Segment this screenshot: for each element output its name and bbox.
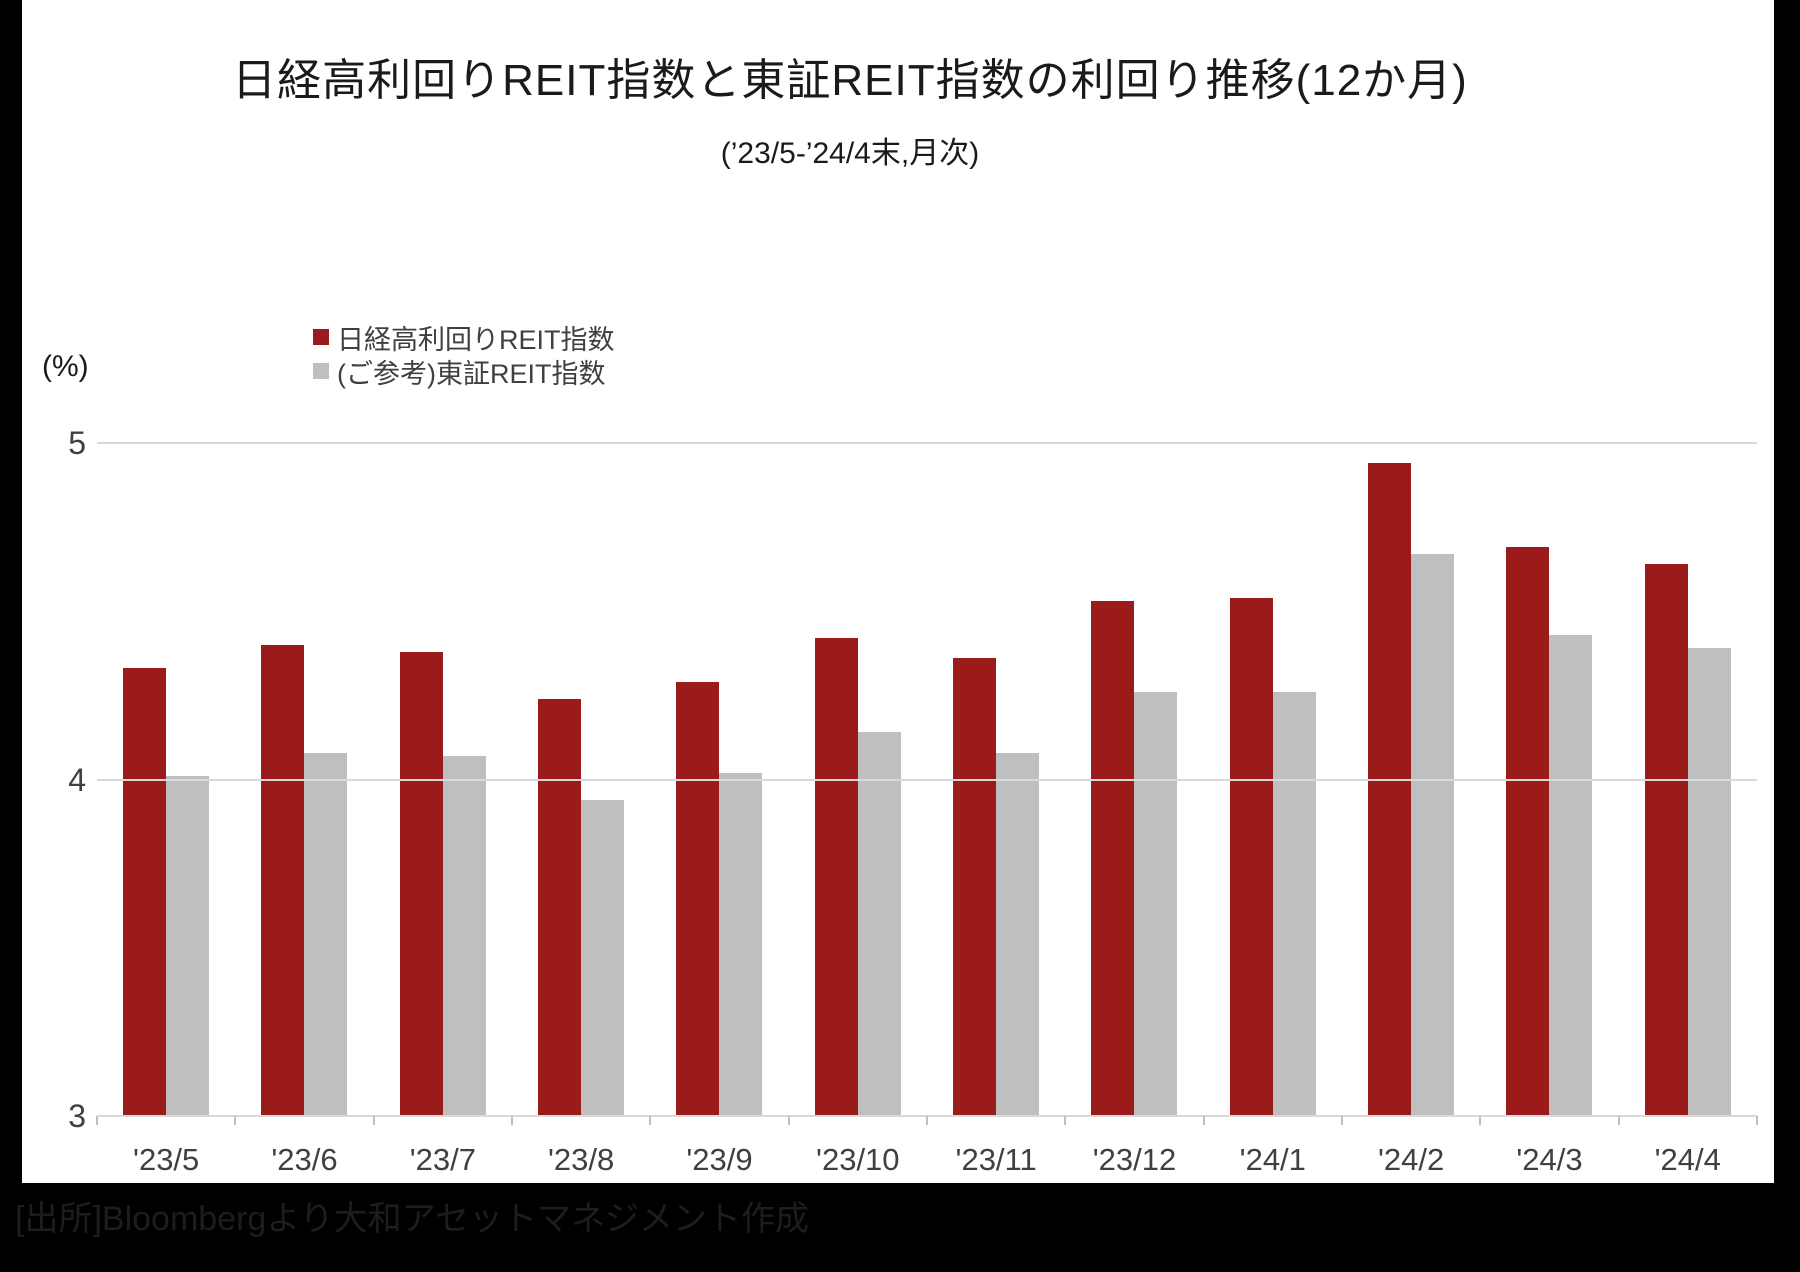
x-tick-label: '23/8 <box>548 1142 615 1177</box>
legend-item-series1: 日経高利回りREIT指数 <box>313 320 615 355</box>
bar <box>953 658 997 1116</box>
x-tick-label: '23/9 <box>686 1142 753 1177</box>
bar <box>1368 463 1412 1116</box>
x-tick-label: '24/3 <box>1516 1142 1583 1177</box>
bar <box>538 698 582 1116</box>
x-tick-label: '23/11 <box>955 1142 1037 1177</box>
bar <box>676 681 720 1116</box>
bar <box>1091 601 1135 1116</box>
x-tick-label: '24/4 <box>1654 1142 1721 1177</box>
bar <box>261 644 305 1116</box>
legend: 日経高利回りREIT指数 (ご参考)東証REIT指数 <box>313 320 615 389</box>
bar <box>1134 692 1178 1116</box>
axis-tick <box>234 1116 237 1125</box>
plot-area: '23/5 '23/6 '23/7 '23/8 '23/9 '23/10 '23/11 '23… <box>96 442 1758 1177</box>
x-tick-label: '23/5 <box>133 1142 200 1177</box>
left-border-bar <box>0 0 22 1272</box>
right-border-bar <box>1774 0 1800 1272</box>
legend-label-series1: 日経高利回りREIT指数 <box>337 324 615 355</box>
axis-tick <box>1064 1116 1067 1125</box>
legend-item-series2: (ご参考)東証REIT指数 <box>313 354 615 389</box>
bar-group: '23/5 <box>97 443 235 1177</box>
bar <box>1272 692 1316 1116</box>
axis-tick <box>926 1116 928 1125</box>
bar <box>1411 554 1455 1116</box>
bar-group: '24/2 <box>1342 443 1480 1177</box>
bar <box>1687 648 1731 1116</box>
axis-tick <box>511 1116 513 1125</box>
axis-tick <box>1341 1116 1343 1125</box>
axis-tick <box>1756 1116 1758 1125</box>
x-tick-label: '23/7 <box>409 1142 476 1177</box>
axis-tick <box>649 1116 652 1125</box>
gridline <box>97 442 1757 444</box>
series2-swatch-icon <box>313 363 329 379</box>
legend-label-series2: (ご参考)東証REIT指数 <box>337 358 606 389</box>
axis-tick <box>1202 1116 1205 1125</box>
bar <box>719 772 763 1116</box>
bar-group: '24/4 <box>1619 443 1757 1177</box>
bar <box>399 651 443 1116</box>
bar-group: '23/6 <box>235 443 373 1177</box>
x-tick-label: '23/12 <box>1092 1142 1177 1177</box>
bar-groups: '23/5 '23/6 '23/7 '23/8 '23/9 '23/10 '23/11 '23… <box>97 443 1757 1177</box>
y-axis-unit-label: (%) <box>42 350 89 383</box>
axis-tick <box>372 1116 375 1125</box>
bar-group: '23/7 <box>374 443 512 1177</box>
bar-group: '23/12 <box>1065 443 1203 1177</box>
x-tick-label: '24/1 <box>1239 1142 1306 1177</box>
bar <box>1549 634 1593 1116</box>
source-text: [出所]Bloombergより大和アセットマネジメント作成 <box>15 1200 809 1238</box>
axis-tick <box>1479 1116 1482 1125</box>
bar <box>996 752 1040 1116</box>
chart-subtitle: (’23/5-’24/4末,月次) <box>720 137 980 170</box>
bar <box>1229 597 1273 1116</box>
bar-group: '23/8 <box>512 443 650 1177</box>
x-tick-label: '23/10 <box>816 1142 900 1177</box>
y-tick-label: 5 <box>68 425 86 461</box>
y-tick-label: 3 <box>68 1098 86 1134</box>
gridline <box>97 778 1757 781</box>
bar <box>304 752 348 1116</box>
bar <box>1644 564 1688 1116</box>
y-tick-label: 4 <box>68 761 86 798</box>
y-axis-labels: 3 4 5 <box>28 427 86 1132</box>
bar <box>857 732 901 1116</box>
bar <box>123 668 167 1116</box>
series1-swatch-icon <box>313 329 329 345</box>
bar-group: '23/11 <box>927 443 1065 1177</box>
chart-title: 日経高利回りREIT指数と東証REIT指数の利回り推移(12か月) <box>232 56 1468 105</box>
axis-tick <box>96 1116 98 1125</box>
source-bar: [出所]Bloombergより大和アセットマネジメント作成 <box>0 1183 1800 1272</box>
bar <box>581 799 625 1116</box>
bar-group: '23/10 <box>789 443 927 1177</box>
axis-tick <box>1617 1116 1620 1125</box>
x-tick-label: '24/2 <box>1377 1142 1445 1177</box>
bar-group: '24/3 <box>1480 443 1618 1177</box>
bar <box>442 755 486 1116</box>
bar <box>166 776 210 1116</box>
bar-group: '23/9 <box>650 443 788 1177</box>
axis-tick <box>787 1116 790 1125</box>
bar-group: '24/1 <box>1204 443 1342 1177</box>
bar <box>1506 547 1550 1116</box>
x-tick-label: '23/6 <box>271 1142 338 1177</box>
bar <box>814 638 858 1116</box>
